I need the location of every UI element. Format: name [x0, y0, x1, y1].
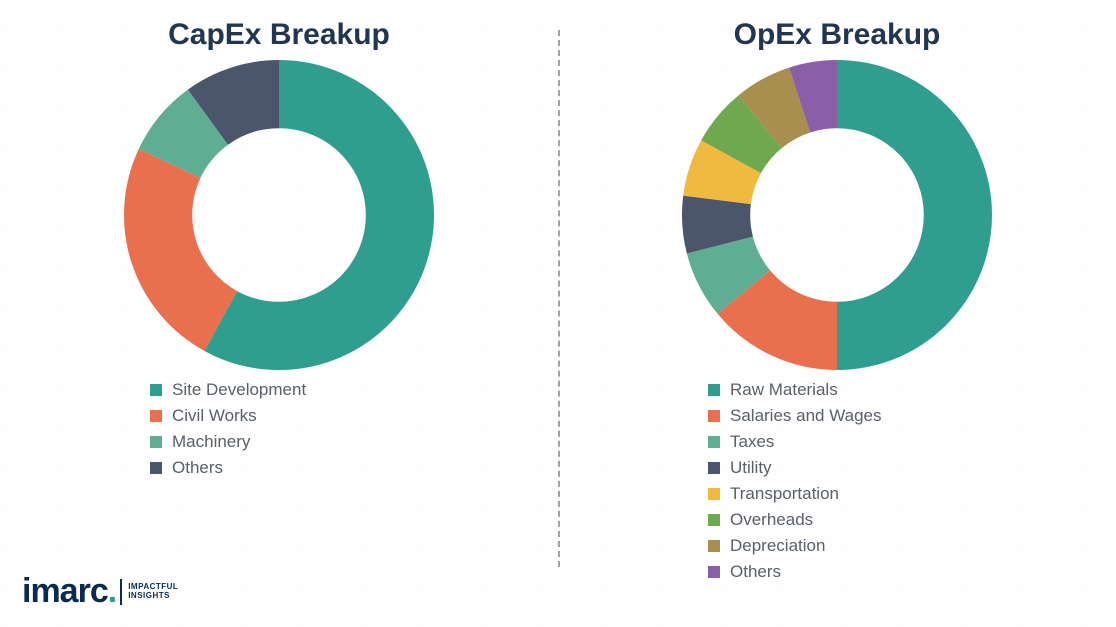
- legend-label: Salaries and Wages: [730, 406, 882, 426]
- logo-tagline: IMPACTFUL INSIGHTS: [128, 583, 178, 601]
- legend-label: Overheads: [730, 510, 813, 530]
- opex-donut: [682, 60, 992, 370]
- opex-title: OpEx Breakup: [734, 18, 941, 52]
- legend-label: Civil Works: [172, 406, 257, 426]
- donut-segment: [170, 117, 208, 163]
- donut-segment: [800, 94, 837, 100]
- donut-segment: [744, 292, 837, 336]
- legend-label: Machinery: [172, 432, 250, 452]
- legend-swatch: [708, 462, 720, 474]
- donut-segment: [208, 94, 279, 117]
- legend-item: Civil Works: [150, 406, 306, 426]
- legend-item: Others: [150, 458, 306, 478]
- legend-item: Salaries and Wages: [708, 406, 882, 426]
- legend-label: Others: [172, 458, 223, 478]
- logo-tagline-line1: IMPACTFUL: [128, 582, 178, 591]
- capex-legend: Site Development Civil Works Machinery Othe…: [150, 380, 306, 484]
- legend-item: Others: [708, 562, 882, 582]
- legend-swatch: [150, 384, 162, 396]
- legend-swatch: [150, 410, 162, 422]
- donut-segment: [720, 245, 744, 292]
- legend-swatch: [708, 514, 720, 526]
- legend-swatch: [150, 436, 162, 448]
- legend-label: Others: [730, 562, 781, 582]
- legend-swatch: [708, 410, 720, 422]
- brand-logo: imarc. IMPACTFUL INSIGHTS: [22, 572, 178, 611]
- donut-segment: [837, 94, 958, 336]
- logo-separator: [120, 579, 122, 605]
- capex-title: CapEx Breakup: [168, 18, 390, 52]
- legend-item: Machinery: [150, 432, 306, 452]
- legend-item: Transportation: [708, 484, 882, 504]
- legend-label: Transportation: [730, 484, 839, 504]
- capex-panel: CapEx Breakup Site Development Civil Work…: [0, 0, 558, 627]
- legend-swatch: [708, 488, 720, 500]
- legend-swatch: [150, 462, 162, 474]
- charts-container: CapEx Breakup Site Development Civil Work…: [0, 0, 1116, 627]
- logo-tagline-line2: INSIGHTS: [128, 591, 170, 600]
- logo-text: imarc: [22, 572, 108, 610]
- legend-label: Depreciation: [730, 536, 825, 556]
- panel-divider: [558, 30, 560, 567]
- legend-label: Taxes: [730, 432, 774, 452]
- legend-item: Site Development: [150, 380, 306, 400]
- donut-segment: [717, 157, 731, 200]
- donut-segment: [731, 122, 760, 157]
- legend-label: Raw Materials: [730, 380, 838, 400]
- opex-legend: Raw Materials Salaries and Wages Taxes Util…: [708, 380, 882, 588]
- legend-swatch: [708, 540, 720, 552]
- legend-label: Utility: [730, 458, 772, 478]
- logo-dot-icon: .: [108, 572, 116, 610]
- legend-swatch: [708, 566, 720, 578]
- donut-segment: [716, 200, 720, 245]
- legend-item: Overheads: [708, 510, 882, 530]
- legend-item: Taxes: [708, 432, 882, 452]
- legend-item: Raw Materials: [708, 380, 882, 400]
- donut-segment: [158, 164, 221, 321]
- donut-segment: [760, 100, 800, 122]
- legend-item: Utility: [708, 458, 882, 478]
- legend-swatch: [708, 436, 720, 448]
- capex-donut: [124, 60, 434, 370]
- legend-item: Depreciation: [708, 536, 882, 556]
- legend-label: Site Development: [172, 380, 306, 400]
- legend-swatch: [708, 384, 720, 396]
- opex-panel: OpEx Breakup Raw Materials Salaries and W…: [558, 0, 1116, 627]
- logo-mark: imarc.: [22, 572, 116, 611]
